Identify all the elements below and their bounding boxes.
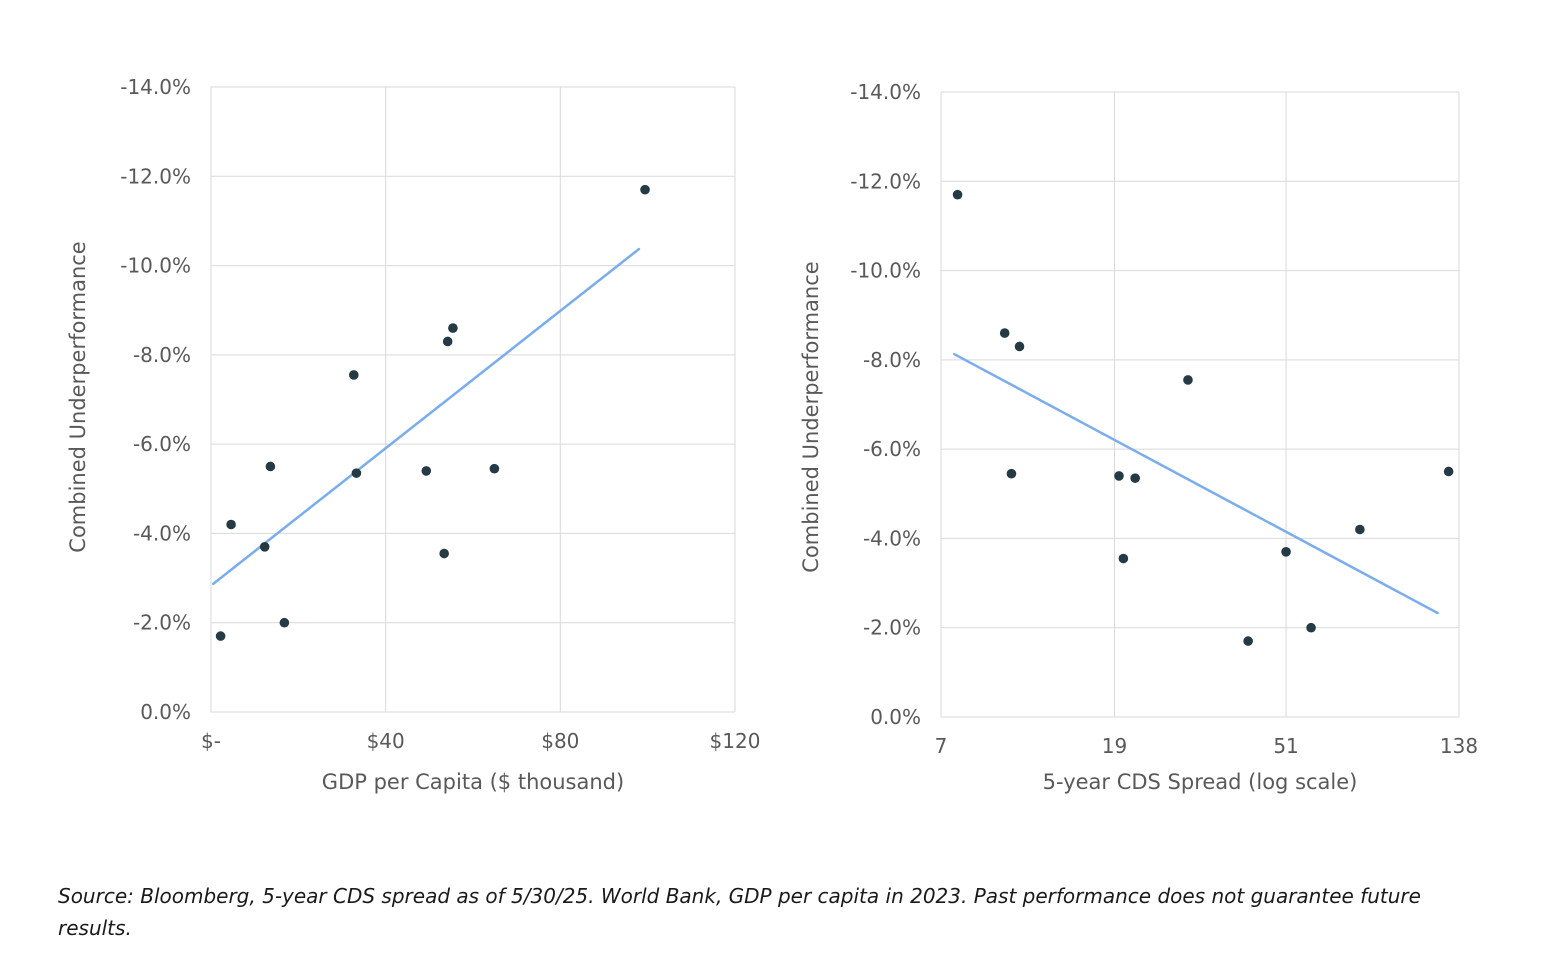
data-point: [421, 466, 432, 476]
y-tick-label: -4.0%: [863, 526, 921, 550]
y-axis-title: Combined Underperformance: [66, 241, 90, 552]
x-tick-label: $80: [541, 729, 579, 753]
data-point: [1281, 547, 1291, 557]
data-point: [999, 328, 1010, 338]
data-point: [1355, 524, 1365, 535]
y-tick-label: -14.0%: [850, 80, 921, 104]
data-point: [1243, 636, 1253, 646]
y-tick-label: -12.0%: [120, 164, 191, 188]
data-point: [226, 519, 236, 530]
cds-scatter-chart: 0.0% -2.0% -4.0% -6.0% -8.0% -10.0% -12.0% -14.…: [799, 80, 1478, 794]
source-footnote: Source: Bloomberg, 5-year CDS spread as …: [58, 884, 1421, 940]
data-point: [448, 323, 458, 333]
data-point: [348, 370, 359, 380]
y-tick-label: -14.0%: [120, 75, 191, 99]
x-tick-label: $40: [367, 729, 405, 753]
data-point: [1114, 471, 1124, 481]
y-tick-label: 0.0%: [870, 705, 921, 729]
y-tick-label: -6.0%: [863, 437, 921, 461]
data-point: [439, 548, 449, 559]
data-point: [640, 184, 650, 195]
data-point: [1183, 375, 1193, 385]
y-tick-label: -10.0%: [850, 259, 921, 283]
data-point: [215, 631, 226, 641]
data-point: [1443, 466, 1454, 477]
x-axis-title: GDP per Capita ($ thousand): [322, 770, 624, 794]
y-tick-label: -8.0%: [863, 348, 921, 372]
data-point: [1306, 622, 1316, 633]
data-point: [351, 468, 362, 478]
y-axis-title: Combined Underperformance: [799, 261, 823, 572]
x-axis-title: 5-year CDS Spread (log scale): [1043, 770, 1358, 794]
y-tick-label: -8.0%: [133, 343, 191, 367]
y-tick-label: -10.0%: [120, 254, 191, 278]
x-tick-label: 7: [935, 734, 948, 758]
data-point: [279, 617, 290, 628]
data-point: [1130, 473, 1140, 483]
y-tick-label: -12.0%: [850, 169, 921, 193]
trendline: [211, 247, 641, 586]
data-point: [1118, 553, 1129, 564]
x-tick-label: 19: [1102, 734, 1127, 758]
x-tick-label: $-: [201, 729, 221, 753]
data-point: [259, 542, 270, 552]
y-tick-label: -6.0%: [133, 432, 191, 456]
x-tick-label: 51: [1273, 734, 1298, 758]
y-tick-label: -2.0%: [133, 611, 191, 635]
x-tick-label: 138: [1440, 734, 1478, 758]
gdp-scatter-chart: 0.0% -2.0% -4.0% -6.0% -8.0% -10.0% -12.0% -14.…: [66, 75, 760, 794]
y-tick-label: 0.0%: [140, 700, 191, 724]
data-point: [442, 336, 453, 347]
trendline: [952, 352, 1439, 615]
data-point: [1014, 341, 1025, 352]
data-point: [952, 189, 963, 200]
y-tick-label: -4.0%: [133, 521, 191, 545]
charts-area: 0.0% -2.0% -4.0% -6.0% -8.0% -10.0% -12.0% -14.…: [66, 75, 1478, 794]
x-tick-label: $120: [710, 729, 761, 753]
data-point: [1006, 468, 1017, 479]
data-point: [489, 463, 500, 474]
y-tick-label: -2.0%: [863, 616, 921, 640]
data-point: [265, 461, 276, 472]
